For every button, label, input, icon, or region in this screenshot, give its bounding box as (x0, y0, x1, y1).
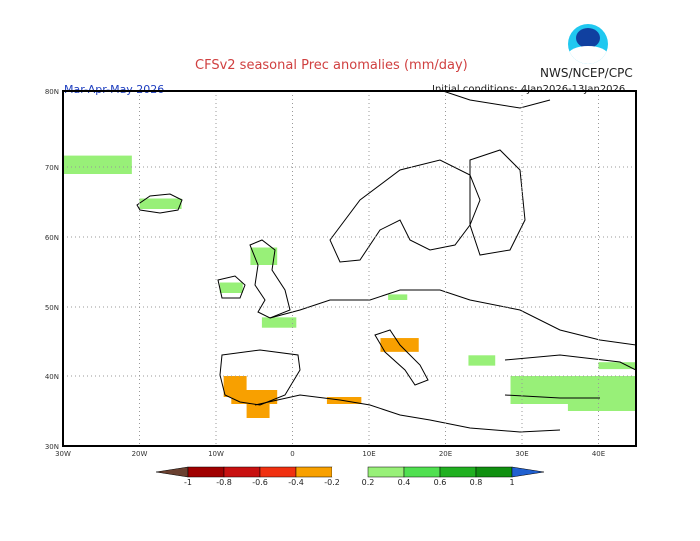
lon-label: 10W (208, 450, 224, 458)
legend-swatch (367, 466, 405, 478)
legend-label: -0.2 (324, 478, 340, 487)
lat-label: 60N (45, 234, 59, 242)
anomaly-cell (231, 390, 278, 404)
lon-label: 20E (439, 450, 452, 458)
legend-label: 0.2 (362, 478, 375, 487)
anomaly-cell (468, 355, 496, 366)
lat-label: 70N (45, 164, 59, 172)
noaa-logo (568, 24, 608, 64)
map-frame (62, 90, 637, 447)
lon-label: 30E (515, 450, 528, 458)
legend-swatch (223, 466, 261, 478)
legend-swatch (187, 466, 225, 478)
anomaly-cell (139, 198, 182, 209)
anomaly-cell (63, 155, 132, 174)
legend-label: 0.4 (398, 478, 411, 487)
lon-label: 40E (592, 450, 605, 458)
legend-label: -0.4 (288, 478, 304, 487)
legend-swatch (403, 466, 441, 478)
anomaly-cell (246, 404, 270, 418)
lon-label: 0 (290, 450, 294, 458)
season-label: Mar-Apr-May 2026 (64, 83, 165, 96)
coastlines (136, 89, 637, 433)
legend-swatch (259, 466, 297, 478)
anomaly-cell (388, 294, 408, 300)
legend-label: 0.6 (434, 478, 447, 487)
legend-swatch (475, 466, 513, 478)
legend-label: 1 (509, 478, 514, 487)
anomaly-cell (567, 397, 637, 411)
lat-label: 50N (45, 304, 59, 312)
legend-swatch (295, 466, 333, 478)
lon-label: 20W (132, 450, 148, 458)
lon-label: 10E (362, 450, 375, 458)
initial-conditions: Initial conditions: 4Jan2026-13Jan2026 (432, 84, 626, 95)
legend-label: -0.6 (252, 478, 268, 487)
agency-label: NWS/NCEP/CPC (540, 66, 633, 80)
map-title: CFSv2 seasonal Prec anomalies (mm/day) (195, 58, 468, 73)
lat-label: 30N (45, 443, 59, 451)
legend-arrow-high (511, 466, 545, 478)
anomaly-cell (219, 282, 243, 293)
lat-label: 40N (45, 373, 59, 381)
anomaly-cell (598, 362, 637, 370)
anomaly-cell (250, 247, 278, 265)
anomaly-cell (261, 317, 297, 328)
legend-label: 0.8 (470, 478, 483, 487)
legend-label: -0.8 (216, 478, 232, 487)
legend-label: -1 (184, 478, 192, 487)
lat-label: 80N (45, 88, 59, 96)
legend-swatch (332, 467, 368, 477)
legend-arrow-low (155, 466, 189, 478)
legend-swatch (439, 466, 477, 478)
lon-label: 30W (55, 450, 71, 458)
